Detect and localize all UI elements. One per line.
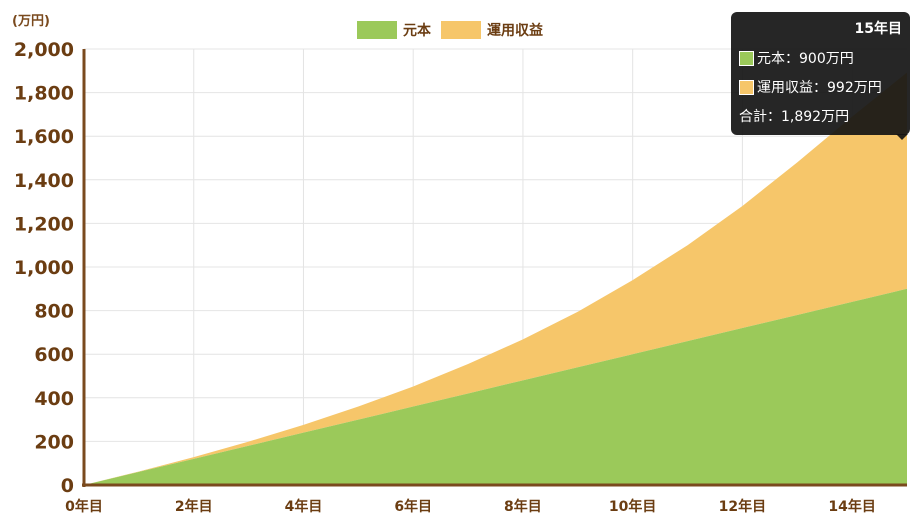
legend-label-returns: 運用収益 <box>487 23 543 39</box>
x-tick-label: 14年目 <box>828 498 875 515</box>
x-tick-label: 6年目 <box>394 498 432 515</box>
y-axis-unit-label: (万円) <box>12 14 50 29</box>
x-tick-label: 12年目 <box>719 498 766 515</box>
tooltip-total-text: 合計：1,892万円 <box>739 109 850 125</box>
y-tick-label: 1,400 <box>14 170 74 192</box>
tooltip: 15年目 元本：900万円 運用収益：992万円 合計：1,892万円 <box>731 12 910 135</box>
x-tick-label: 2年目 <box>175 498 213 515</box>
y-tick-label: 1,200 <box>14 213 74 235</box>
y-tick-label: 400 <box>34 388 74 410</box>
tooltip-title: 15年目 <box>854 21 902 37</box>
y-tick-label: 600 <box>34 344 74 366</box>
tooltip-arrow <box>896 134 908 140</box>
legend-item-principal[interactable]: 元本 <box>357 20 431 40</box>
tooltip-swatch-returns <box>739 79 754 95</box>
y-tick-label: 2,000 <box>14 39 74 61</box>
tooltip-swatch-principal <box>739 50 754 66</box>
y-tick-label: 800 <box>34 301 74 323</box>
y-tick-label: 1,600 <box>14 126 74 148</box>
x-tick-label: 8年目 <box>504 498 542 515</box>
x-tick-label: 10年目 <box>609 498 656 515</box>
legend-label-principal: 元本 <box>403 23 431 39</box>
y-tick-label: 200 <box>34 431 74 453</box>
x-tick-label: 0年目 <box>65 498 103 515</box>
legend: 元本 運用収益 <box>357 20 543 40</box>
tooltip-total: 合計：1,892万円 <box>739 106 902 126</box>
y-tick-label: 0 <box>61 475 74 497</box>
legend-swatch-returns <box>441 21 481 39</box>
legend-swatch-principal <box>357 21 397 39</box>
x-tick-label: 4年目 <box>285 498 323 515</box>
tooltip-row-returns: 運用収益：992万円 <box>739 77 902 97</box>
tooltip-row-principal: 元本：900万円 <box>739 48 902 68</box>
area-series-principal <box>84 288 907 485</box>
legend-item-returns[interactable]: 運用収益 <box>441 20 543 40</box>
y-tick-label: 1,800 <box>14 83 74 105</box>
tooltip-text-returns: 運用収益：992万円 <box>757 80 882 96</box>
y-tick-label: 1,000 <box>14 257 74 279</box>
tooltip-text-principal: 元本：900万円 <box>757 51 854 67</box>
area-series-returns <box>84 72 907 485</box>
